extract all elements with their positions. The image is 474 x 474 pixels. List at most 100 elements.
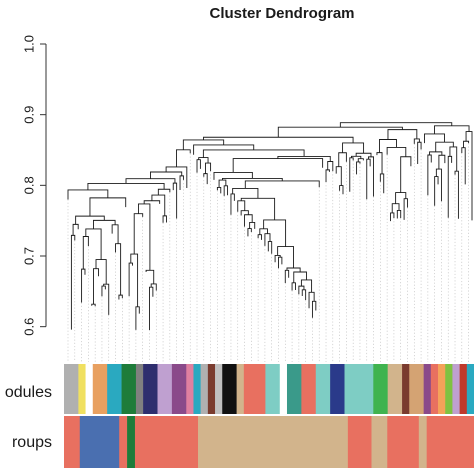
merge-link [379, 173, 385, 194]
merge-link [400, 156, 412, 193]
color-row-segment [121, 364, 137, 414]
color-row-segment [418, 416, 427, 468]
color-row-segment [207, 364, 216, 414]
color-row-segment [134, 416, 199, 468]
merge-link [172, 182, 178, 219]
color-row-segment [79, 416, 120, 468]
modules-row-label: odules [5, 384, 52, 401]
merge-link [150, 283, 157, 291]
color-row-segment [445, 364, 453, 414]
merge-link [286, 267, 301, 272]
merge-link [223, 185, 229, 196]
merge-link [465, 131, 473, 221]
merge-link [133, 213, 144, 255]
color-row-segment [64, 364, 79, 414]
merge-link [130, 253, 139, 307]
merge-link [82, 236, 89, 270]
merge-link [396, 209, 402, 219]
merge-link [355, 152, 372, 157]
merge-link [151, 194, 166, 216]
merge-link [264, 233, 271, 246]
merge-link [203, 136, 354, 143]
color-row-segment [315, 364, 331, 414]
merge-link [115, 243, 122, 296]
merge-link [101, 285, 106, 297]
merge-link [463, 140, 470, 148]
y-tick-label: 0.8 [21, 176, 36, 194]
merge-link [162, 215, 167, 223]
color-rows [64, 364, 474, 468]
merge-link [311, 300, 317, 318]
merge-link [339, 122, 453, 128]
color-row-segment [127, 416, 136, 468]
merge-link [278, 256, 283, 269]
merge-link [342, 142, 365, 154]
merge-link [339, 185, 344, 195]
color-row-segment [64, 416, 81, 468]
merge-link [301, 289, 307, 301]
merge-link [203, 173, 208, 185]
color-row-segment [92, 364, 108, 414]
color-row-segment [387, 364, 403, 414]
color-row-segment [371, 416, 388, 468]
merge-link [390, 212, 395, 222]
merge-link [379, 139, 397, 153]
merge-link [81, 268, 86, 303]
merge-link [427, 154, 432, 196]
y-tick-label: 0.6 [21, 318, 36, 336]
dendrogram-tree [67, 122, 473, 330]
color-row-segment [459, 364, 468, 414]
merge-link [435, 168, 442, 202]
merge-link [417, 141, 422, 164]
merge-link [230, 193, 235, 215]
merge-link [72, 223, 79, 236]
merge-link [429, 151, 443, 156]
merge-link [149, 286, 154, 330]
merge-link [424, 133, 445, 144]
merge-link [193, 144, 255, 155]
merge-link [91, 303, 96, 307]
color-row-segment [265, 364, 281, 414]
color-row-segment [157, 364, 173, 414]
merge-link [368, 156, 374, 197]
merge-link [244, 214, 253, 227]
color-row-segment [243, 364, 266, 414]
color-row-segment [426, 416, 474, 468]
color-row-segment [387, 416, 420, 468]
merge-link [438, 154, 446, 170]
merge-link [237, 200, 246, 212]
merge-link [143, 200, 161, 204]
merge-link [222, 178, 283, 181]
leaf-guide-lines [67, 143, 469, 362]
merge-link [157, 188, 171, 196]
merge-link [277, 246, 295, 268]
merge-link [403, 198, 408, 220]
merge-link [125, 178, 176, 184]
y-tick-label: 1.0 [21, 35, 36, 53]
merge-link [391, 203, 400, 213]
merge-link [75, 215, 105, 225]
merge-link [293, 271, 307, 283]
color-row-segment [236, 364, 245, 414]
merge-link [232, 188, 259, 199]
merge-link [137, 203, 151, 271]
merge-link [135, 306, 140, 330]
merge-link [449, 146, 458, 172]
merge-link [308, 291, 315, 309]
color-row-segment [330, 364, 345, 414]
merge-link [434, 125, 470, 134]
merge-link [87, 182, 165, 190]
color-row-segment [107, 364, 122, 414]
merge-link [247, 228, 252, 237]
merge-link [356, 161, 361, 175]
merge-link [338, 152, 347, 167]
merge-link [395, 192, 407, 204]
merge-link [447, 155, 453, 218]
merge-link [291, 282, 296, 291]
merge-link [376, 152, 383, 174]
merge-link [216, 186, 222, 194]
merge-link [240, 210, 249, 216]
merge-link [461, 147, 466, 185]
merge-link [386, 147, 407, 157]
